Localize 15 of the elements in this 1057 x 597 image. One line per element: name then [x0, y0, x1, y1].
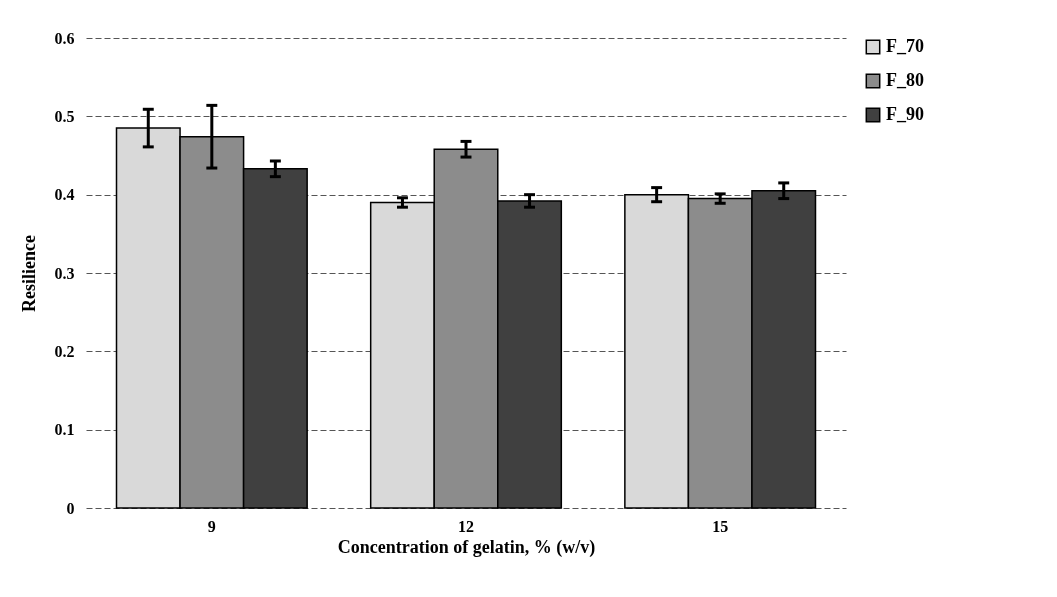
legend-label: F_90: [886, 104, 924, 124]
y-axis-title: Resilience: [18, 235, 39, 312]
legend-label: F_70: [886, 36, 924, 56]
x-axis-title: Concentration of gelatin, % (w/v): [337, 536, 596, 558]
x-tick-label: 15: [712, 517, 729, 535]
y-tick-label: 0: [66, 499, 75, 517]
x-tick-label: 12: [458, 517, 474, 535]
y-tick-label: 0.6: [54, 29, 75, 47]
y-tick-label: 0.1: [54, 421, 75, 439]
y-tick-label: 0.5: [54, 107, 75, 125]
y-tick-label: 0.4: [54, 186, 75, 204]
x-tick-label: 9: [207, 517, 216, 535]
y-tick-label: 0.2: [54, 342, 75, 360]
legend-label: F_80: [886, 70, 924, 90]
y-tick-label: 0.3: [54, 264, 75, 282]
